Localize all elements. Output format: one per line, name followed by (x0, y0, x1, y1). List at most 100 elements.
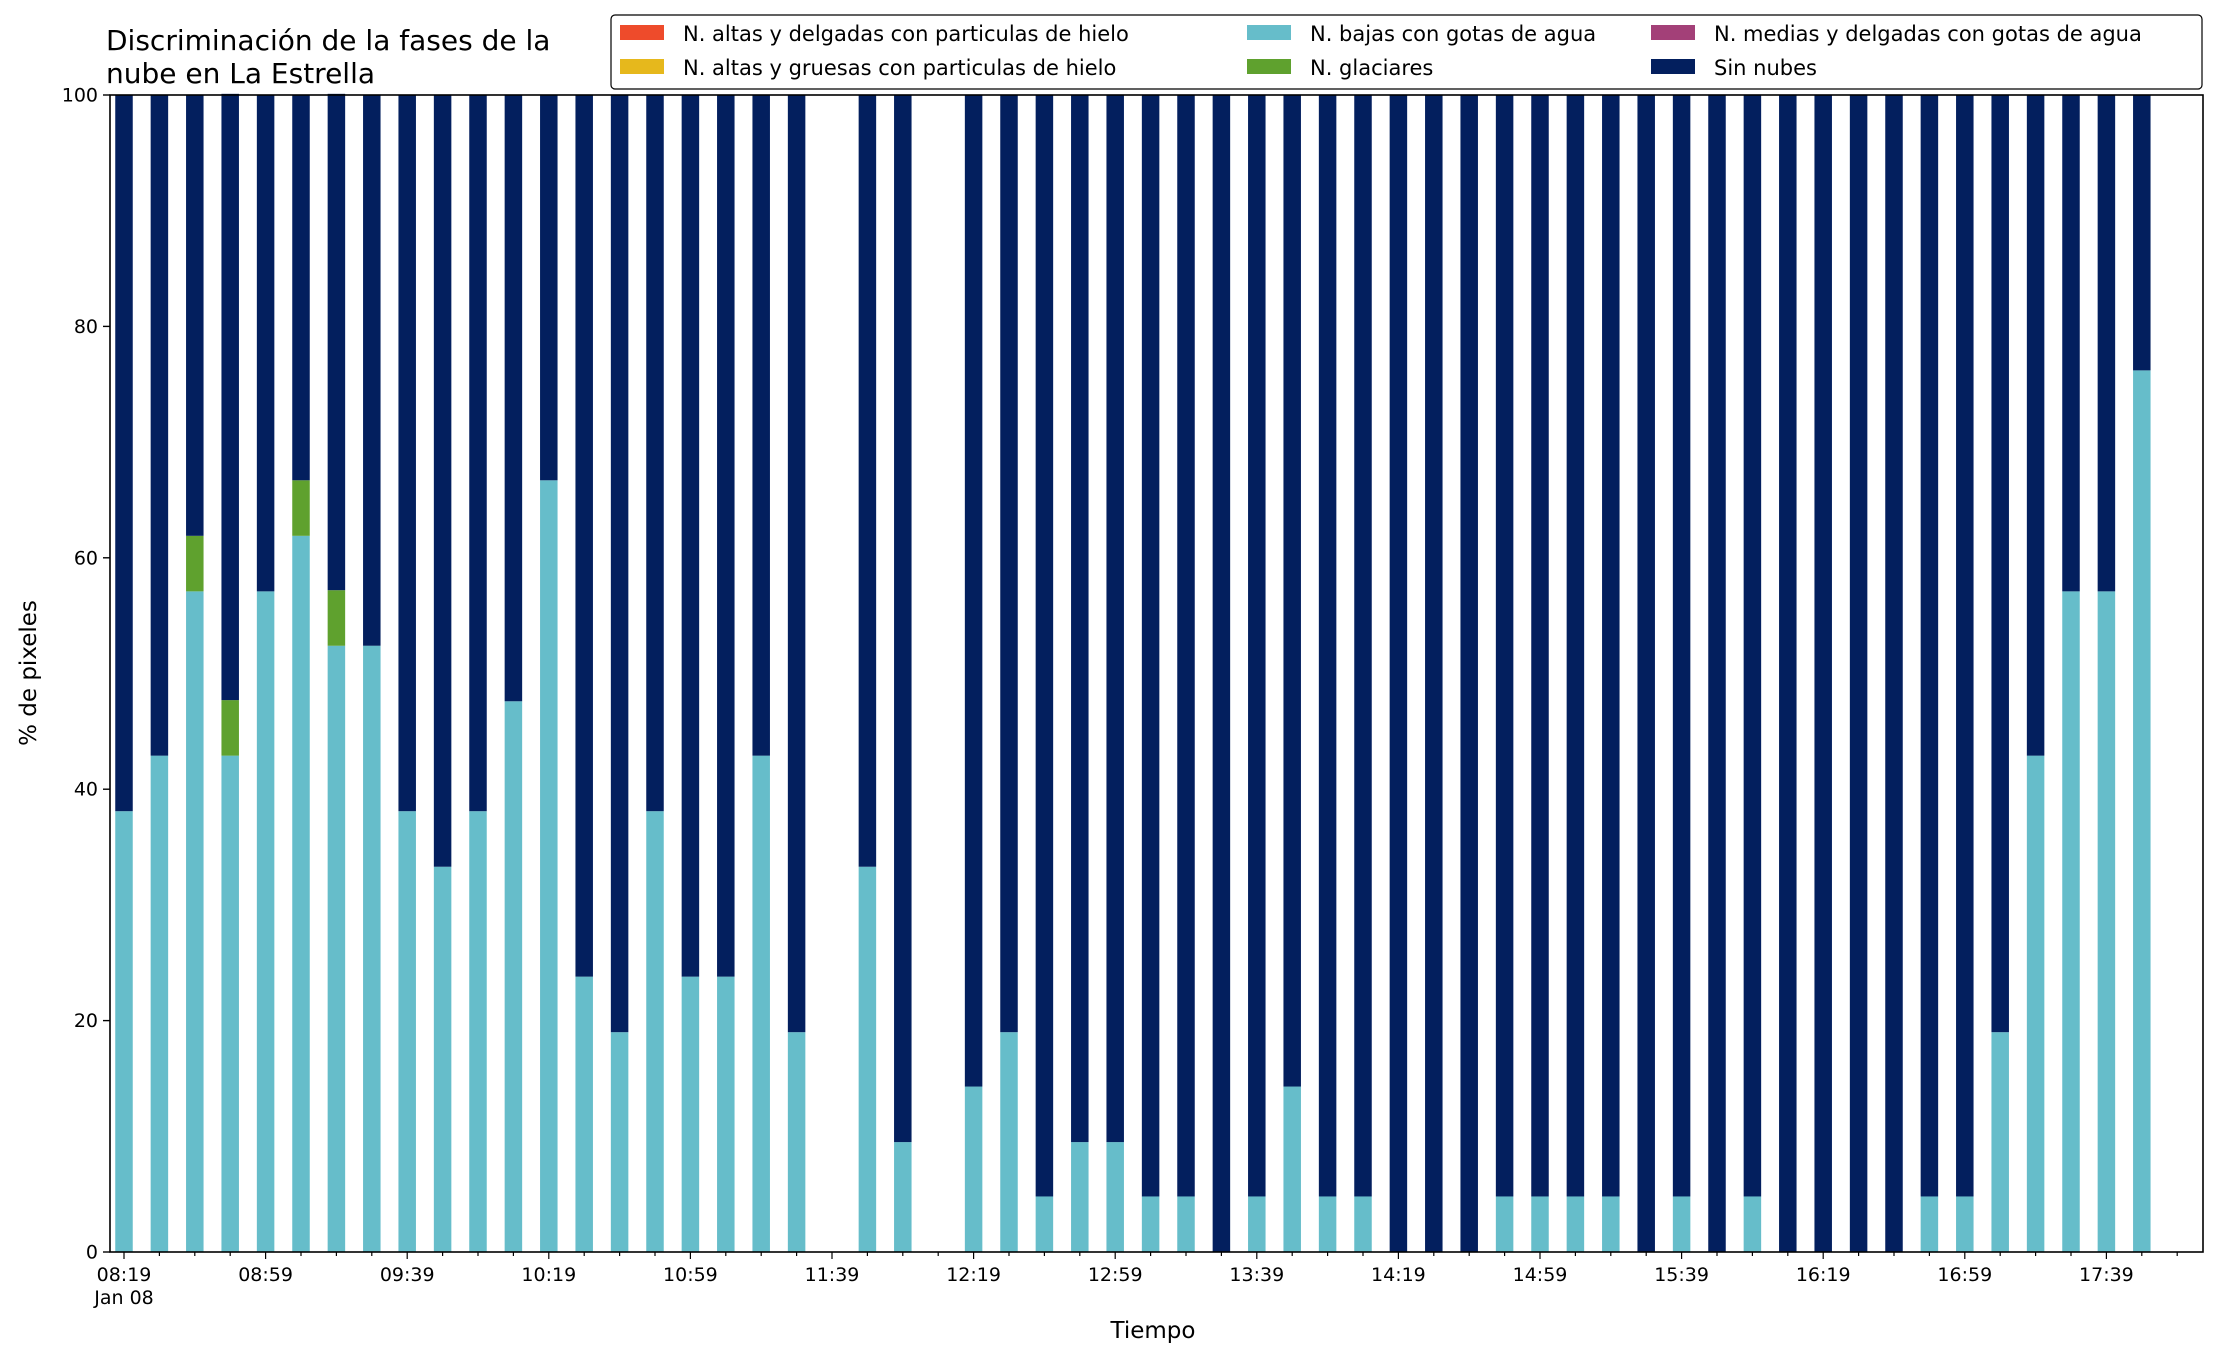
bar-segment (894, 1142, 912, 1252)
bar-segment (964, 95, 983, 1087)
bar-segment (186, 535, 204, 592)
bar-segment (398, 95, 416, 812)
bar-segment (610, 1032, 629, 1252)
bar-segment (1672, 1196, 1691, 1252)
legend-frame (610, 14, 2203, 90)
bar-segment (1885, 95, 1903, 1252)
bar-segment (1991, 95, 2009, 1033)
bar-segment (1814, 95, 1832, 1252)
x-tick-label: 14:19 (1371, 1264, 1426, 1286)
bar-segment (1248, 95, 1266, 1197)
bar-segment (717, 95, 735, 977)
bar-segment (1920, 95, 1939, 1197)
x-axis-label: Tiempo (1110, 1318, 1196, 1344)
bar-segment (2062, 95, 2080, 592)
bar-segment (681, 95, 700, 977)
legend-swatch (620, 59, 664, 74)
legend-swatch (1247, 25, 1291, 40)
bar-segment (1602, 1196, 1620, 1252)
y-axis-label: % de pixeles (16, 600, 42, 746)
x-tick-label: 08:19 (97, 1264, 152, 1286)
bar-segment (717, 976, 735, 1252)
y-tick-label: 0 (86, 1242, 98, 1264)
x-tick-label: 12:59 (1088, 1264, 1143, 1286)
bar-segment (256, 591, 275, 1252)
bar-segment (1425, 95, 1443, 1252)
bar-segment (752, 95, 770, 756)
bar-segment (646, 95, 664, 812)
bar-segment (2062, 591, 2080, 1252)
bar-segment (1318, 1196, 1337, 1252)
bar-segment (1743, 1196, 1762, 1252)
x-tick-label: 08:59 (238, 1264, 293, 1286)
bar-segment (469, 95, 487, 812)
bar-segment (504, 95, 523, 702)
bar-segment (1956, 1196, 1974, 1252)
x-tick-label: 16:59 (1937, 1264, 1992, 1286)
bar-segment (2097, 95, 2116, 592)
bar-segment (1000, 1032, 1018, 1252)
bar-segment (1743, 95, 1762, 1197)
bar-segment (1035, 95, 1054, 1197)
bar-segment (1000, 95, 1018, 1033)
y-tick-label: 80 (74, 316, 98, 338)
bar-segment (1531, 1196, 1549, 1252)
bar-segment (1071, 1142, 1089, 1252)
y-axis: 0 20 40 60 80 100 (62, 85, 110, 1264)
x-axis: 08:19 08:59 09:39 10:19 10:59 11:39 12:19 12:59… (93, 1252, 2178, 1309)
legend-label: N. bajas con gotas de agua (1310, 22, 1596, 46)
bar-segment (787, 95, 806, 1033)
bar-segment (292, 535, 310, 1252)
bar-segment (540, 95, 558, 481)
plot-frame (109, 94, 2204, 1253)
bar-segment (115, 95, 133, 812)
y-tick-label: 100 (62, 85, 98, 107)
bar-segment (186, 591, 204, 1252)
bar-segment (2133, 95, 2151, 371)
bar-segment (858, 866, 877, 1252)
bar-segment (1566, 95, 1585, 1197)
bar-segment (221, 700, 239, 756)
bar-segment (292, 480, 310, 536)
bar-segment (1389, 95, 1408, 1252)
bar-segment (256, 95, 275, 592)
bar-segment (398, 811, 416, 1252)
bar-segment (964, 1086, 983, 1252)
bar-segment (1354, 1196, 1372, 1252)
bar-segment (327, 645, 346, 1252)
bar-segment (2097, 591, 2116, 1252)
bar-segment (221, 93, 239, 701)
bar-segment (1566, 1196, 1585, 1252)
x-tick-label: 13:39 (1229, 1264, 1284, 1286)
bar-segment (1212, 95, 1231, 1252)
bar-segment (1248, 1196, 1266, 1252)
bar-segment (1354, 95, 1372, 1197)
bar-segment (1106, 95, 1124, 1143)
bar-segment (186, 95, 204, 536)
bar-segment (646, 811, 664, 1252)
bar-segment (1177, 1196, 1195, 1252)
legend-swatch (1651, 25, 1695, 40)
bar-segment (363, 645, 381, 1252)
bar-segment (1318, 95, 1337, 1197)
bar-segment (150, 755, 169, 1252)
bar-segment (894, 95, 912, 1143)
bar-segment (221, 755, 239, 1252)
x-tick-label: 14:59 (1513, 1264, 1568, 1286)
y-tick-label: 20 (74, 1010, 98, 1032)
x-tick-label: 10:19 (521, 1264, 576, 1286)
bar-segment (1956, 95, 1974, 1197)
bar-segment (1849, 95, 1868, 1252)
bar-segment (752, 755, 770, 1252)
bar-segment (115, 811, 133, 1252)
bar-segment (1460, 95, 1478, 1252)
bar-segment (1602, 95, 1620, 1197)
bar-segment (610, 95, 629, 1033)
legend-label: N. altas y gruesas con particulas de hie… (683, 56, 1116, 80)
bar-segment (1283, 95, 1301, 1087)
legend-label: N. altas y delgadas con particulas de hi… (683, 22, 1129, 46)
legend-swatch (1651, 59, 1695, 74)
bar-segment (575, 95, 593, 977)
bar-segment (2133, 370, 2151, 1252)
